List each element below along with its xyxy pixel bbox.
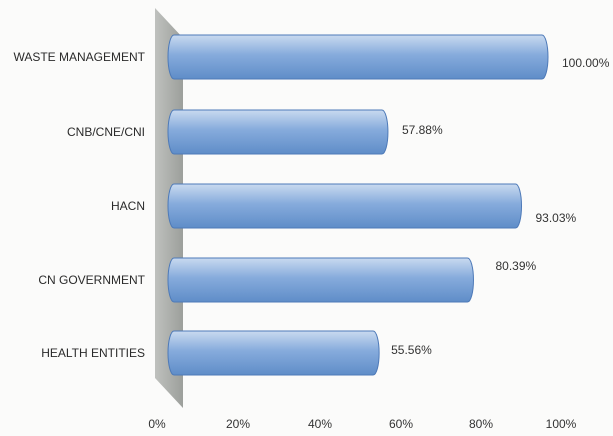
x-tick-label: 20%	[226, 417, 250, 431]
bars-group	[167, 34, 549, 376]
bar	[167, 257, 474, 303]
category-label: HEALTH ENTITIES	[41, 346, 145, 360]
category-label: HACN	[111, 199, 145, 213]
bar	[167, 34, 549, 80]
value-label: 80.39%	[495, 259, 536, 273]
x-axis-ticks: 0% 20% 40% 60% 80% 100%	[148, 417, 576, 431]
bar	[167, 109, 389, 155]
x-tick-label: 0%	[148, 417, 166, 431]
category-label: CN GOVERNMENT	[38, 273, 145, 287]
category-label: CNB/CNE/CNI	[67, 125, 145, 139]
category-labels: WASTE MANAGEMENT CNB/CNE/CNI HACN CN GOVERN…	[13, 50, 145, 360]
value-label: 57.88%	[402, 123, 443, 137]
x-tick-label: 40%	[308, 417, 332, 431]
value-label: 55.56%	[391, 343, 432, 357]
value-label: 93.03%	[536, 211, 577, 225]
x-tick-label: 100%	[546, 417, 577, 431]
category-label: WASTE MANAGEMENT	[13, 50, 145, 64]
value-label: 100.00%	[562, 56, 610, 70]
x-tick-label: 80%	[469, 417, 493, 431]
bar	[167, 330, 380, 376]
bar	[167, 183, 523, 229]
value-labels: 100.00% 57.88% 93.03% 80.39% 55.56%	[391, 56, 610, 357]
x-tick-label: 60%	[389, 417, 413, 431]
